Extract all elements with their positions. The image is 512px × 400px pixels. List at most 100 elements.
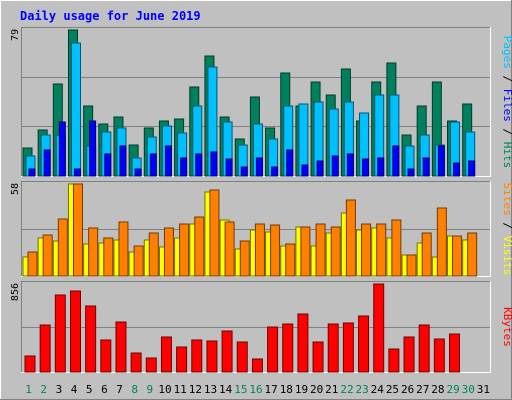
chart-panels: 79 Pages / Files / Hits 58 Sites / Visits 85… [10,27,512,373]
bar-usage-pages-day-21 [331,155,339,177]
bar-kbytes-kbytes-day-28 [433,338,445,373]
bar-visits-sites-day-17 [270,224,281,277]
bar-usage-pages-day-14 [225,158,233,177]
bar-usage-pages-day-5 [89,120,97,177]
x-tick-label-day-30: 30 [462,383,475,396]
x-tick-label-day-14: 14 [219,383,233,396]
bar-usage-pages-day-19 [301,164,309,177]
bar-usage-pages-day-13 [210,151,218,177]
bar-visits-sites-day-6 [103,237,114,277]
bar-usage-pages-day-25 [392,145,400,177]
bar-kbytes-kbytes-day-18 [282,323,294,373]
panel-usage-legend-part: Hits [501,142,512,169]
bar-kbytes-kbytes-day-11 [176,346,188,373]
bar-kbytes-kbytes-day-29 [449,333,461,373]
bar-kbytes-kbytes-day-7 [115,321,127,373]
x-tick-label-day-11: 11 [174,383,187,396]
bar-kbytes-kbytes-day-19 [297,313,309,373]
bar-usage-pages-day-10 [164,145,172,177]
panel-kbytes-max-label: 856 [10,283,21,301]
bar-kbytes-kbytes-day-20 [312,341,324,373]
x-tick-label-day-24: 24 [371,383,385,396]
x-axis-day-labels: 1 2 3 4 5 6 7 8 9 10 11 12 13 14 15 16 17 18 19 20 21 22 23 24 2… [25,383,490,396]
x-tick-label-day-12: 12 [189,383,202,396]
bar-kbytes-kbytes-day-8 [130,352,142,373]
bar-usage-files-day-4 [70,42,81,177]
bar-kbytes-kbytes-day-9 [145,357,157,373]
bar-usage-pages-day-29 [453,162,461,177]
bar-usage-pages-day-22 [346,153,354,177]
bar-usage-pages-day-2 [43,149,51,177]
x-tick-label-day-10: 10 [158,383,171,396]
panel-kbytes-legend-label: KBytes [501,307,512,347]
panel-visits-max-label: 58 [10,183,21,195]
panel-usage-legend-part: Files [501,89,512,122]
x-tick-label-day-21: 21 [325,383,338,396]
panel-usage: 79 Pages / Files / Hits [10,27,512,177]
x-tick-label-day-6: 6 [101,383,108,396]
bar-usage-pages-day-15 [240,166,248,177]
panel-kbytes: 856 KBytes [10,281,512,373]
bar-usage-pages-day-20 [316,160,324,177]
bar-kbytes-kbytes-day-10 [160,336,172,373]
panel-usage-legend-part: / [501,122,512,142]
bar-visits-sites-day-11 [179,223,190,277]
bar-visits-sites-day-27 [421,232,432,277]
x-tick-label-day-20: 20 [310,383,323,396]
bar-usage-pages-day-1 [28,168,36,177]
panel-visits-legend-part: / [501,216,512,236]
panel-visits-legend-part: Sites [501,183,512,216]
x-tick-label-day-2: 2 [40,383,47,396]
panel-visits-legend-part: Visits [501,236,512,276]
bar-usage-pages-day-3 [58,121,66,177]
x-tick-label-day-9: 9 [147,383,154,396]
bar-visits-sites-day-30 [467,232,478,277]
bar-usage-pages-day-17 [271,166,279,177]
bar-kbytes-kbytes-day-14 [221,330,233,373]
bar-usage-pages-day-18 [286,149,294,177]
bar-kbytes-kbytes-day-12 [191,339,203,373]
bar-usage-pages-day-11 [180,157,188,177]
x-tick-label-day-29: 29 [446,383,459,396]
panel-usage-legend-label: Pages / Files / Hits [501,36,512,169]
x-tick-label-day-22: 22 [340,383,353,396]
panel-visits-legend-label: Sites / Visits [501,183,512,276]
bar-kbytes-kbytes-day-16 [251,358,263,373]
bar-visits-sites-day-10 [163,227,174,277]
bar-usage-pages-day-26 [407,168,415,177]
bar-visits-sites-day-19 [300,226,311,277]
bar-visits-sites-day-26 [406,254,417,277]
bar-kbytes-kbytes-day-23 [358,315,370,373]
bar-kbytes-kbytes-day-26 [403,336,415,373]
bar-kbytes-kbytes-day-25 [388,348,400,373]
bar-usage-pages-day-16 [255,157,263,177]
bar-visits-sites-day-5 [88,227,99,277]
x-tick-label-day-16: 16 [249,383,262,396]
bar-visits-sites-day-28 [436,207,447,277]
bar-usage-pages-day-12 [195,153,203,177]
bar-usage-pages-day-4 [73,168,81,177]
x-tick-label-day-17: 17 [265,383,278,396]
bar-visits-sites-day-25 [391,219,402,277]
bar-visits-sites-day-2 [42,234,53,277]
bar-visits-sites-day-22 [345,199,356,277]
bar-usage-pages-day-30 [468,160,476,177]
panel-usage-legend-part: / [501,69,512,89]
panel-kbytes-legend-part: KBytes [501,307,512,347]
bar-usage-pages-day-24 [377,157,385,177]
bar-kbytes-kbytes-day-2 [39,324,51,373]
bar-usage-pages-day-6 [104,153,112,177]
bar-visits-sites-day-16 [254,223,265,277]
bar-kbytes-kbytes-day-13 [206,340,218,373]
bar-usage-pages-day-27 [422,157,430,177]
bar-kbytes-kbytes-day-3 [54,294,66,373]
bar-kbytes-kbytes-day-6 [100,339,112,373]
bar-visits-sites-day-20 [315,223,326,277]
bar-visits-sites-day-12 [194,216,205,277]
x-tick-label-day-23: 23 [356,383,369,396]
bar-usage-pages-day-9 [149,153,157,177]
bar-kbytes-kbytes-day-15 [236,341,248,373]
x-tick-label-day-4: 4 [71,383,78,396]
